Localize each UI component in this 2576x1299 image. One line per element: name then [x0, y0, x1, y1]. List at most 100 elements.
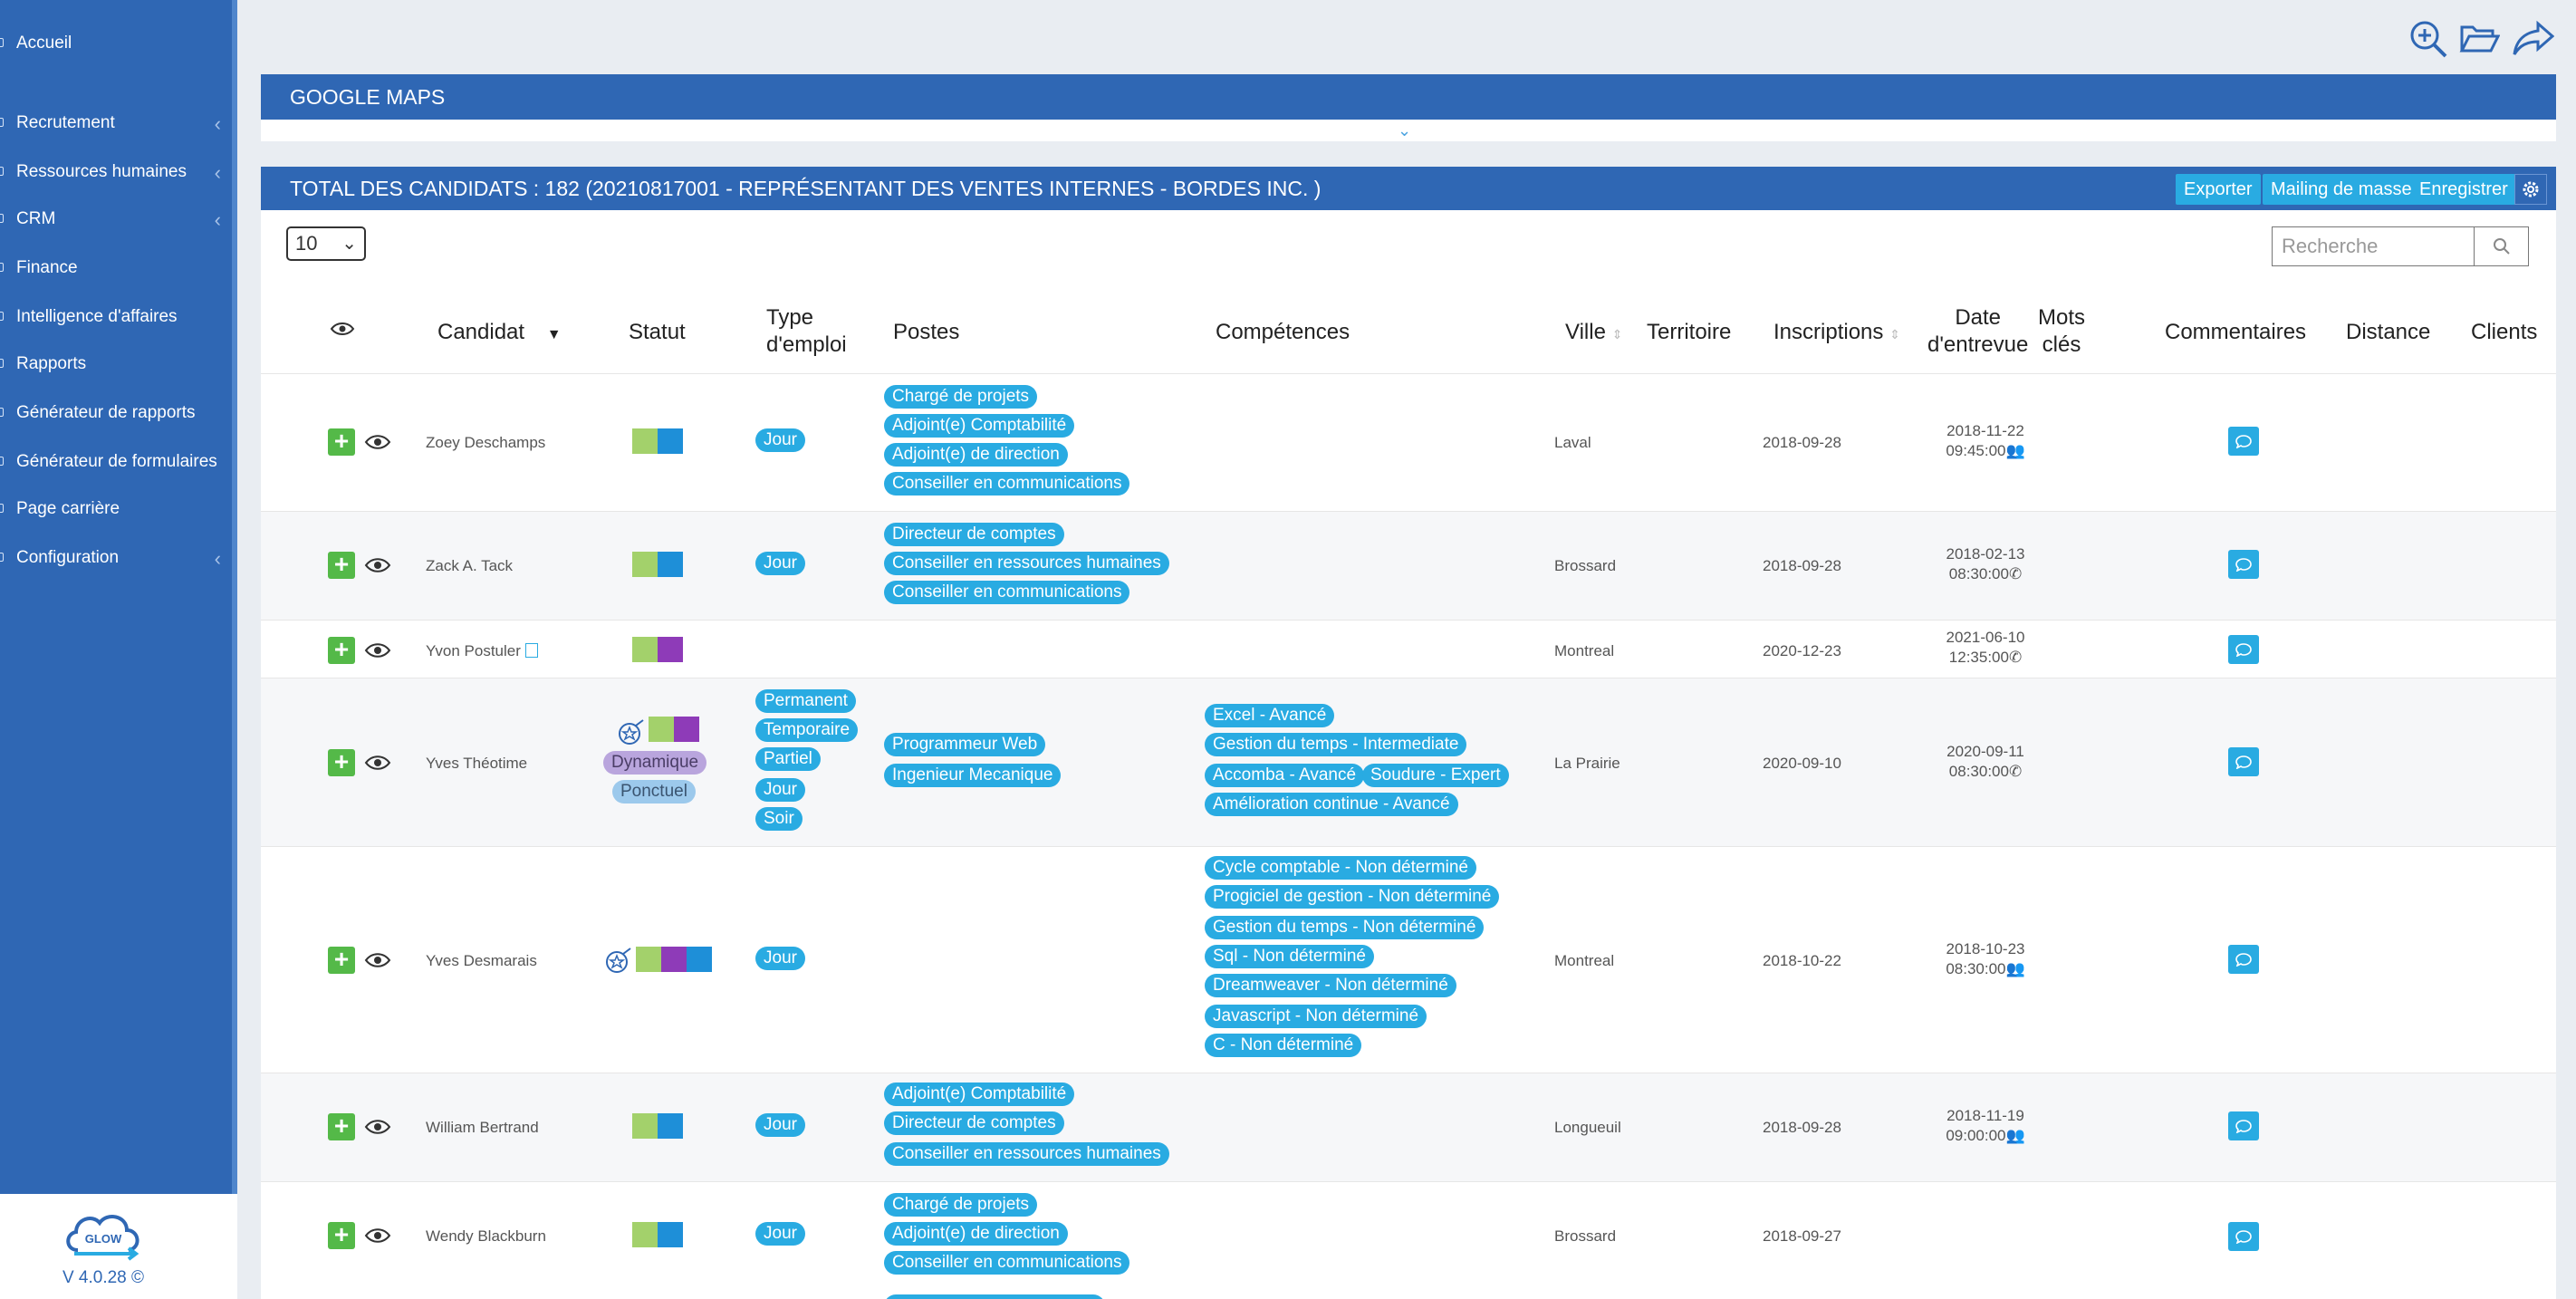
add-icon[interactable]: +: [328, 1113, 355, 1140]
competence-tag: Gestion du temps - Non déterminé: [1205, 916, 1485, 939]
candidates-panel-title: TOTAL DES CANDIDATS : 182 (20210817001 -…: [290, 176, 1322, 200]
eye-icon[interactable]: [364, 754, 391, 772]
col-type-emploi[interactable]: Type d'emploi: [766, 304, 847, 359]
add-icon[interactable]: +: [328, 637, 355, 664]
add-icon[interactable]: +: [328, 749, 355, 776]
sidebar-item-generateur-formulaires[interactable]: Générateur de formulaires: [0, 444, 232, 480]
folder-open-icon[interactable]: [2458, 18, 2500, 60]
col-statut[interactable]: Statut: [629, 320, 686, 344]
candidate-name[interactable]: Zack A. Tack: [426, 557, 514, 574]
sidebar-item-page-carriere[interactable]: Page carrière: [0, 491, 232, 527]
col-clients[interactable]: Clients: [2471, 320, 2538, 344]
add-icon[interactable]: +: [328, 552, 355, 579]
search-icon: [2493, 238, 2510, 255]
page-size-select[interactable]: 10 ⌄: [286, 226, 366, 261]
eye-icon[interactable]: [364, 641, 391, 659]
status-square: [687, 947, 712, 972]
inscription-date: 2018-09-28: [1763, 434, 1841, 451]
col-distance[interactable]: Distance: [2346, 320, 2431, 344]
sidebar-item-intelligence[interactable]: Intelligence d'affaires: [0, 299, 232, 335]
comment-button[interactable]: [2228, 1222, 2259, 1251]
col-inscriptions[interactable]: Inscriptions ⇕: [1773, 319, 1900, 348]
sidebar-item-recrutement[interactable]: Recrutement ‹: [0, 105, 232, 141]
sidebar-item-rapports[interactable]: Rapports: [0, 346, 232, 382]
table-row[interactable]: + Wendy Blackburn Jour Chargé de projets…: [261, 1181, 2556, 1299]
settings-button[interactable]: [2514, 174, 2547, 205]
candidate-name[interactable]: Zoey Deschamps: [426, 434, 546, 451]
add-icon[interactable]: +: [328, 947, 355, 974]
gear-icon: [2523, 181, 2539, 197]
candidate-name[interactable]: Yves Théotime: [426, 755, 528, 772]
table-row[interactable]: + Yves Théotime Dynamique Ponctuel Perma…: [261, 678, 2556, 846]
col-mots-cles[interactable]: Mots clés: [2038, 304, 2085, 359]
candidate-name[interactable]: Wendy Blackburn: [426, 1227, 546, 1245]
poste-tag-partial: [884, 1294, 1105, 1299]
users-icon: 👥: [2005, 1127, 2025, 1144]
share-icon[interactable]: [2513, 18, 2554, 60]
table-row[interactable]: + Yvon Postuler Montreal 2020-12-23 2021…: [261, 620, 2556, 678]
sidebar-item-crm[interactable]: CRM ‹: [0, 201, 232, 237]
status-square: [658, 428, 683, 454]
comment-button[interactable]: [2228, 1111, 2259, 1140]
table-row[interactable]: + William Bertrand Jour Adjoint(e) Compt…: [261, 1073, 2556, 1181]
date-value: 2020-09-11: [1946, 743, 2024, 760]
candidate-name[interactable]: William Bertrand: [426, 1119, 539, 1136]
maps-panel-header[interactable]: GOOGLE MAPS: [261, 74, 2556, 120]
search-button[interactable]: [2475, 226, 2529, 266]
table-row[interactable]: + Zack A. Tack Jour Directeur de comptes…: [261, 511, 2556, 620]
table-row[interactable]: + Yves Desmarais Jour Cycle comptable - …: [261, 846, 2556, 1073]
sidebar-item-accueil[interactable]: Accueil: [0, 25, 232, 62]
comment-button[interactable]: [2228, 945, 2259, 974]
col-candidat[interactable]: Candidat ▼: [437, 319, 562, 349]
eye-icon[interactable]: [364, 556, 391, 574]
sidebar-item-label: Page carrière: [16, 499, 120, 518]
chevron-down-icon: ⌄: [341, 234, 357, 254]
ville: Brossard: [1554, 557, 1617, 574]
comment-button[interactable]: [2228, 747, 2259, 776]
chevron-left-icon: ‹: [214, 161, 221, 184]
eye-icon[interactable]: [364, 951, 391, 969]
users-icon: 👥: [2005, 442, 2025, 459]
sidebar-item-finance[interactable]: Finance: [0, 250, 232, 286]
save-button[interactable]: Enregistrer: [2411, 174, 2516, 205]
search-input[interactable]: Recherche: [2272, 226, 2475, 266]
col-competences[interactable]: Compétences: [1216, 320, 1350, 344]
col-postes[interactable]: Postes: [893, 320, 960, 344]
status-square: [658, 1113, 683, 1139]
finance-icon: [0, 263, 4, 272]
comment-button[interactable]: [2228, 635, 2259, 664]
sidebar-item-configuration[interactable]: Configuration ‹: [0, 540, 232, 576]
col-date-entrevue[interactable]: Date d'entrevue: [1927, 304, 2028, 359]
add-icon[interactable]: +: [328, 428, 355, 456]
candidate-name[interactable]: Yvon Postuler: [426, 642, 538, 660]
sidebar-item-generateur-rapports[interactable]: Générateur de rapports: [0, 395, 232, 431]
col-ville[interactable]: Ville ⇕: [1565, 319, 1622, 348]
comment-button[interactable]: [2228, 427, 2259, 456]
col-territoire[interactable]: Territoire: [1647, 320, 1732, 344]
type-tag: Jour: [755, 1113, 805, 1137]
add-icon[interactable]: +: [328, 1222, 355, 1249]
export-button[interactable]: Exporter: [2176, 174, 2261, 205]
candidate-name[interactable]: Yves Desmarais: [426, 952, 537, 969]
comment-icon: [2235, 1120, 2252, 1133]
zoom-in-icon[interactable]: [2408, 18, 2449, 60]
col-label: Date: [1955, 305, 2002, 330]
comment-icon: [2235, 953, 2252, 967]
users-icon: 👥: [2005, 960, 2025, 977]
contact-card-icon: [524, 643, 538, 658]
poste-tag: Adjoint(e) de direction: [884, 443, 1068, 467]
eye-icon[interactable]: [364, 1227, 391, 1245]
sidebar-item-ressources-humaines[interactable]: Ressources humaines ‹: [0, 154, 232, 190]
mass-mailing-button[interactable]: Mailing de masse: [2263, 174, 2420, 205]
col-label: d'entrevue: [1927, 332, 2029, 357]
eye-icon[interactable]: [364, 1118, 391, 1136]
table-row[interactable]: + Zoey Deschamps Jour Chargé de projets …: [261, 373, 2556, 511]
competence-tag: Javascript - Non déterminé: [1205, 1005, 1427, 1028]
sidebar-scrollbar[interactable]: [232, 0, 237, 1194]
eye-icon[interactable]: [330, 321, 355, 337]
eye-icon[interactable]: [364, 433, 391, 451]
col-commentaires[interactable]: Commentaires: [2165, 320, 2307, 344]
chevron-down-icon[interactable]: ⌄: [1398, 121, 1412, 140]
col-label: Candidat: [437, 320, 525, 344]
comment-button[interactable]: [2228, 550, 2259, 579]
